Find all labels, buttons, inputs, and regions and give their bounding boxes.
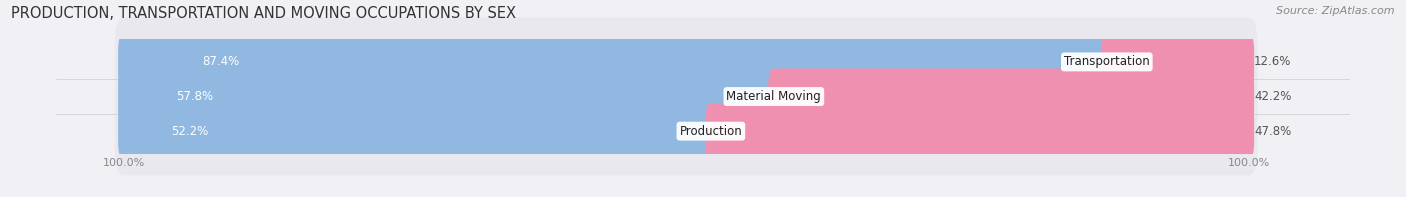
Text: Transportation: Transportation [1064, 55, 1150, 68]
Text: PRODUCTION, TRANSPORTATION AND MOVING OCCUPATIONS BY SEX: PRODUCTION, TRANSPORTATION AND MOVING OC… [11, 6, 516, 21]
FancyBboxPatch shape [115, 52, 1257, 141]
FancyBboxPatch shape [118, 34, 1112, 90]
Text: 12.6%: 12.6% [1254, 55, 1292, 68]
Text: Source: ZipAtlas.com: Source: ZipAtlas.com [1277, 6, 1395, 16]
Text: 42.2%: 42.2% [1254, 90, 1292, 103]
Text: 57.8%: 57.8% [176, 90, 212, 103]
FancyBboxPatch shape [706, 103, 1254, 159]
Text: 47.8%: 47.8% [1254, 125, 1291, 138]
Text: 87.4%: 87.4% [202, 55, 239, 68]
FancyBboxPatch shape [768, 69, 1254, 125]
FancyBboxPatch shape [118, 103, 717, 159]
FancyBboxPatch shape [1101, 34, 1254, 90]
FancyBboxPatch shape [115, 87, 1257, 176]
FancyBboxPatch shape [118, 69, 779, 125]
Text: Material Moving: Material Moving [727, 90, 821, 103]
Text: 52.2%: 52.2% [170, 125, 208, 138]
Text: Production: Production [679, 125, 742, 138]
FancyBboxPatch shape [115, 18, 1257, 106]
